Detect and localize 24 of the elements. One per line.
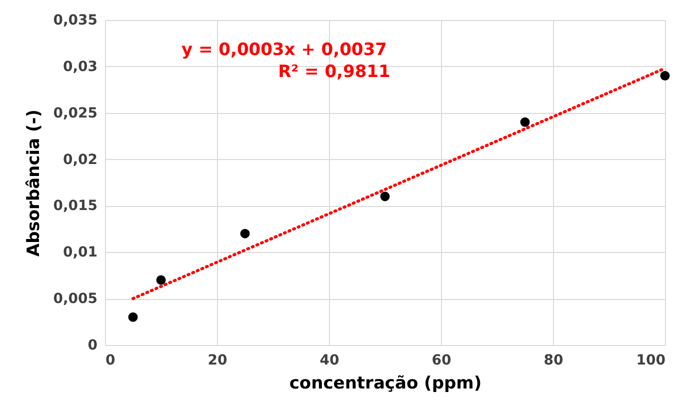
point — [128, 312, 138, 322]
x-tick-label: 0 — [106, 352, 116, 368]
point — [240, 228, 250, 238]
y-tick-label: 0 — [88, 338, 98, 354]
point — [660, 70, 670, 80]
y-tick-label: 0,005 — [53, 291, 98, 308]
y-tick-label: 0,02 — [62, 152, 98, 168]
annotation: R² = 0,9811 — [278, 62, 390, 82]
y-tick-label: 0,01 — [62, 244, 98, 261]
x-axis-title: concentração (ppm) — [289, 374, 482, 394]
y-tick-label: 0,025 — [53, 105, 98, 122]
point — [520, 117, 530, 127]
y-tick-label: 0,035 — [53, 12, 98, 28]
x-tick-label: 20 — [208, 352, 228, 368]
point — [380, 192, 390, 202]
x-tick-label: 40 — [320, 352, 340, 368]
y-tick-label: 0,015 — [53, 198, 98, 214]
point — [156, 275, 166, 285]
x-tick-label: 100 — [636, 352, 666, 368]
y-tick-label: 0,03 — [62, 58, 98, 75]
y-axis-title: Absorbância (-) — [24, 109, 44, 257]
annotation: y = 0,0003x + 0,0037 — [181, 40, 387, 60]
x-tick-label: 60 — [432, 352, 452, 368]
x-tick-label: 80 — [544, 352, 564, 368]
